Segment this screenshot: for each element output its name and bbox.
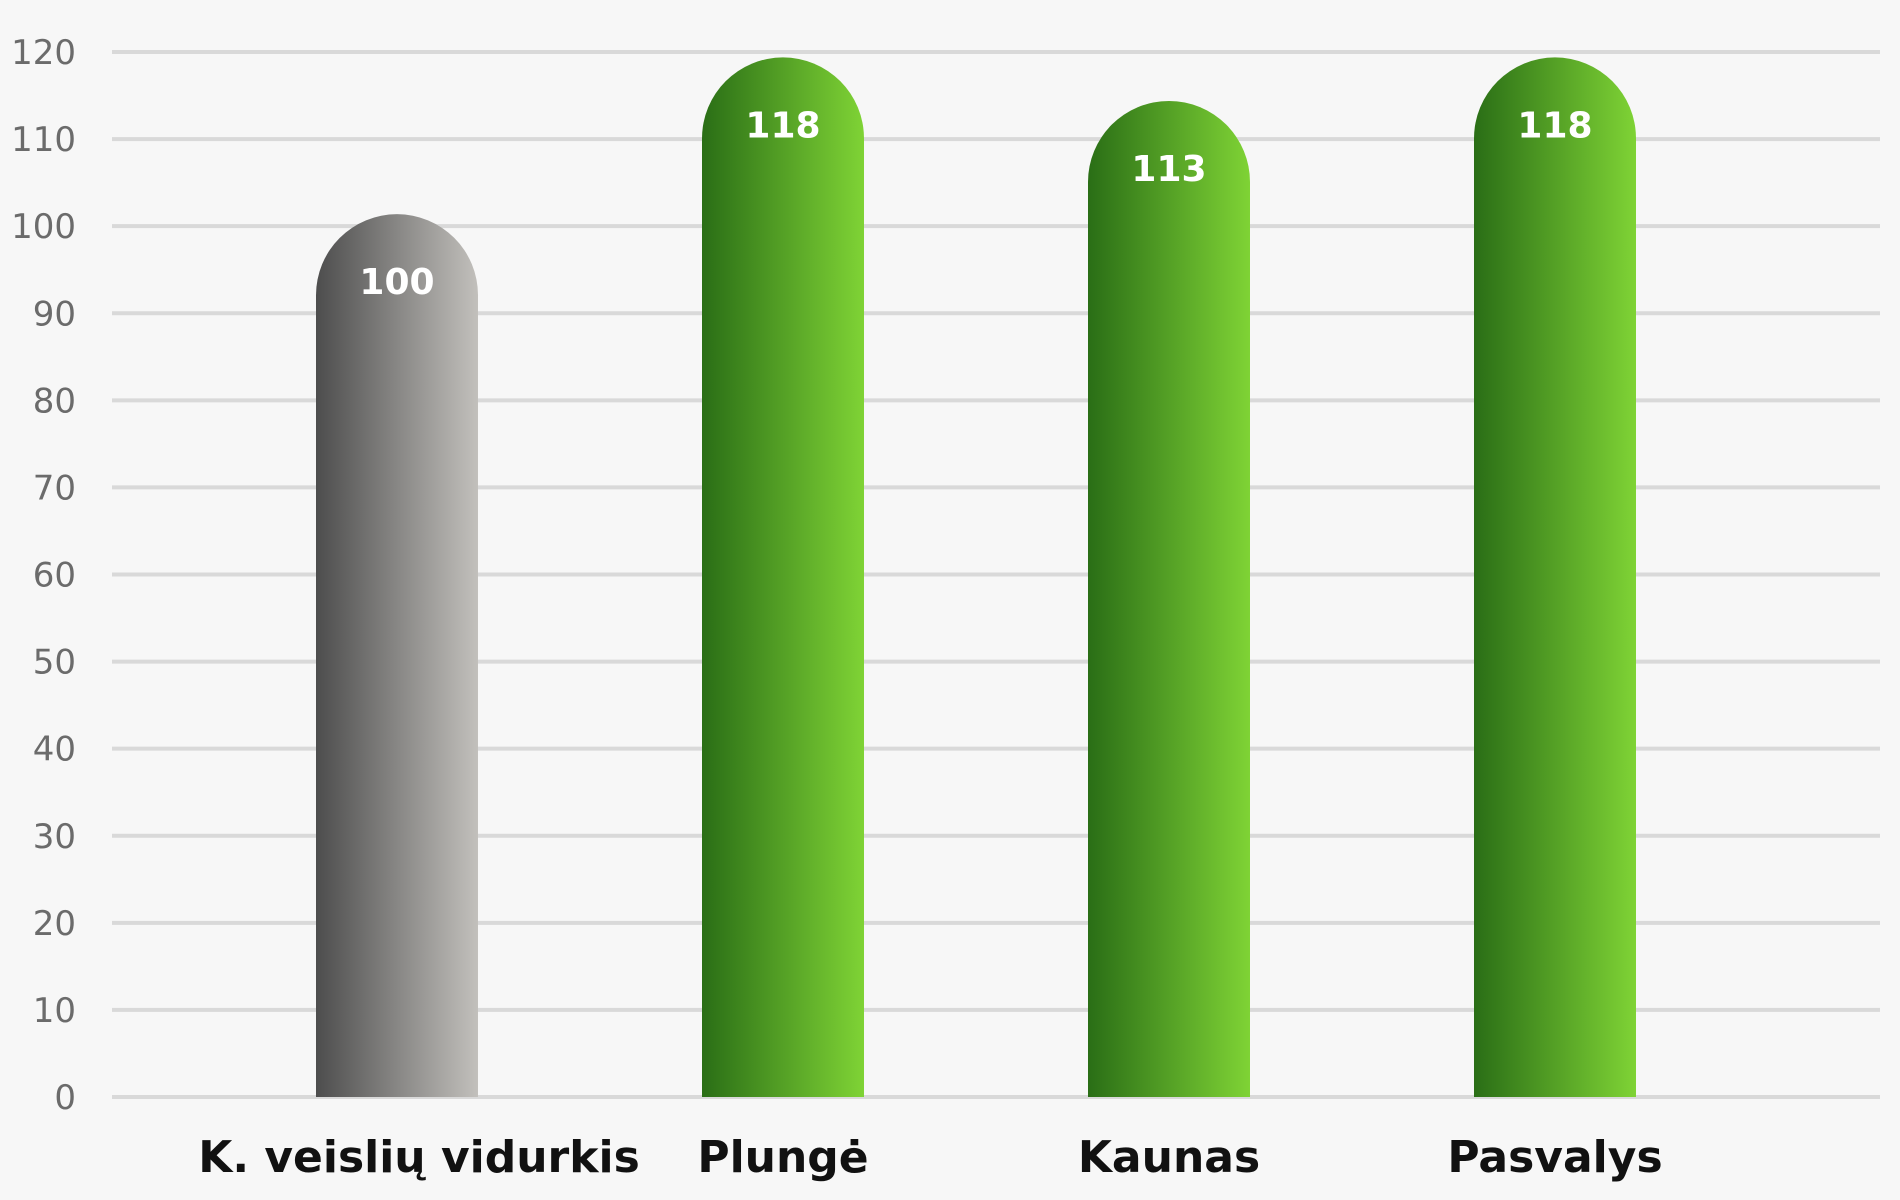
- bar-value-label: 113: [1131, 149, 1206, 190]
- category-label: Kaunas: [1078, 1132, 1260, 1183]
- y-tick-label: 30: [33, 817, 76, 857]
- y-tick-label: 110: [11, 120, 76, 160]
- category-label: Plungė: [697, 1132, 868, 1183]
- y-tick-label: 60: [33, 556, 76, 596]
- y-tick-label: 0: [54, 1078, 76, 1118]
- bar-4: [1474, 57, 1636, 1098]
- bars: 100 118 113 118: [316, 57, 1636, 1098]
- category-label: K. veislių vidurkis: [198, 1132, 640, 1183]
- y-tick-label: 80: [33, 381, 76, 421]
- y-tick-label: 100: [11, 207, 76, 247]
- category-label: Pasvalys: [1447, 1132, 1662, 1183]
- y-tick-label: 50: [33, 643, 76, 683]
- y-tick-label: 120: [11, 33, 76, 73]
- y-axis-ticks: 0 10 20 30 40 50 60 70 80 90 100 110 120: [11, 33, 76, 1118]
- bar-3: [1088, 100, 1250, 1098]
- y-tick-label: 10: [33, 991, 76, 1031]
- x-axis-labels: K. veislių vidurkis Plungė Kaunas Pasvalys: [198, 1132, 1662, 1183]
- y-tick-label: 20: [33, 904, 76, 944]
- bar-1: [316, 214, 478, 1098]
- bar-2: [702, 57, 864, 1098]
- y-tick-label: 90: [33, 294, 76, 334]
- y-tick-label: 70: [33, 468, 76, 508]
- y-tick-label: 40: [33, 730, 76, 770]
- bar-value-label: 118: [1517, 105, 1592, 146]
- bar-value-label: 118: [745, 105, 820, 146]
- bar-value-label: 100: [359, 262, 434, 303]
